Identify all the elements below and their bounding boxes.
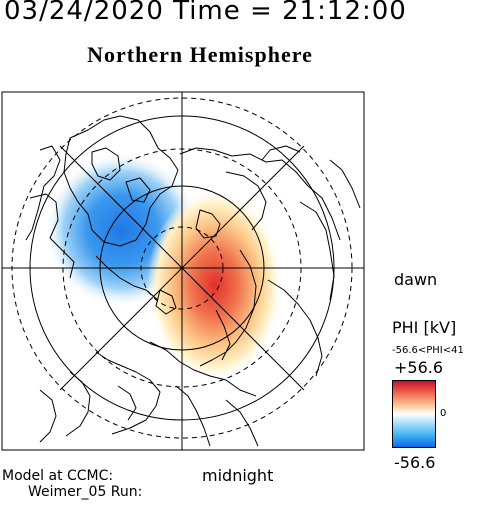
colorbar-zero-label: 0 — [440, 408, 447, 419]
colorbar-label: PHI [kV] — [392, 318, 457, 337]
datetime-text: 03/24/2020 Time = 21:12:00 — [4, 0, 407, 26]
colorbar — [392, 380, 436, 448]
midnight-label: midnight — [202, 466, 274, 485]
colorbar-min-label: -56.6 — [394, 453, 436, 472]
meridian-lines — [2, 92, 364, 450]
positive-potential-cell — [147, 189, 283, 381]
colorbar-max-label: +56.6 — [394, 358, 444, 377]
polar-map — [1, 91, 365, 451]
colorbar-range-text: -56.6<PHI<41 — [392, 345, 464, 356]
plot-title: Northern Hemisphere — [87, 42, 313, 67]
dawn-label: dawn — [394, 270, 438, 289]
coastlines — [25, 115, 361, 447]
run-credit-text: Weimer_05 Run: — [28, 484, 143, 500]
model-credit-text: Model at CCMC: — [2, 468, 114, 484]
